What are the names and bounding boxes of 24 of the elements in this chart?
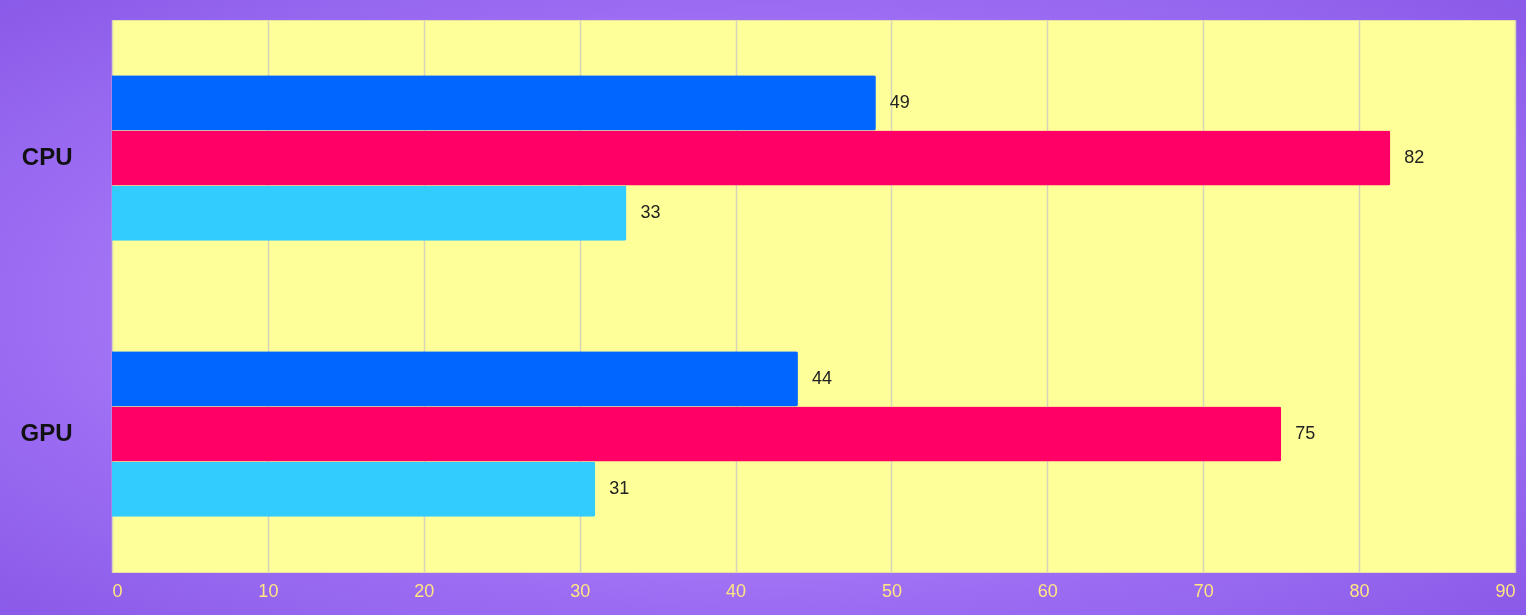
x-tick-label: 30 — [570, 580, 591, 601]
x-tick-label: 0 — [112, 580, 123, 601]
data-label: 75 — [1295, 423, 1316, 443]
data-label: 44 — [811, 367, 832, 388]
x-tick-label: 20 — [414, 580, 435, 601]
bar — [112, 130, 1391, 186]
x-tick-label: 80 — [1349, 580, 1370, 601]
data-label: 33 — [640, 202, 661, 223]
x-tick-label: 70 — [1193, 580, 1214, 601]
bar — [112, 461, 596, 517]
x-tick-label: 60 — [1037, 580, 1058, 601]
x-tick-label: 50 — [881, 580, 902, 601]
data-label: 49 — [889, 91, 910, 112]
bar — [112, 75, 876, 131]
y-tick-label: CPU — [21, 143, 73, 170]
x-tick-label: 90 — [1495, 580, 1516, 601]
x-tick-label: 40 — [726, 580, 747, 601]
y-tick-label: GPU — [20, 419, 73, 446]
bar — [112, 351, 798, 407]
bar — [112, 185, 627, 241]
data-label: 82 — [1404, 147, 1425, 167]
bar — [112, 406, 1282, 462]
data-label: 31 — [609, 478, 630, 499]
x-tick-label: 10 — [258, 580, 279, 601]
